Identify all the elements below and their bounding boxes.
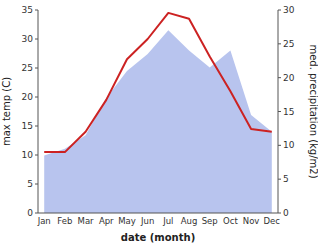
y2-tick-label: 10: [283, 140, 295, 150]
x-tick-label: Oct: [223, 216, 238, 226]
y-tick: [35, 126, 38, 127]
x-tick-label: May: [118, 216, 136, 226]
left-axis-line: [38, 10, 39, 213]
x-tick-label: Feb: [57, 216, 72, 226]
y-tick: [35, 184, 38, 185]
x-tick-label: Dec: [264, 216, 281, 226]
y-tick: [35, 155, 38, 156]
y-tick-label: 0: [27, 208, 33, 218]
x-tick-label: Sep: [202, 216, 218, 226]
y2-tick: [278, 213, 281, 214]
y-tick: [35, 39, 38, 40]
precip-area: [44, 30, 272, 213]
y-tick-label: 15: [22, 121, 33, 131]
y2-tick-label: 25: [283, 39, 294, 49]
temp-line: [44, 13, 272, 152]
y-tick-label: 30: [22, 34, 34, 44]
x-tick-label: Aug: [181, 216, 198, 226]
y-tick-label: 25: [22, 63, 33, 73]
x-axis-line: [38, 213, 278, 214]
y2-tick: [278, 10, 281, 11]
y2-tick: [278, 77, 281, 78]
y-tick-label: 5: [27, 179, 33, 189]
y2-tick-label: 15: [283, 107, 294, 117]
x-tick-label: Jul: [162, 216, 173, 226]
chart: 0 5 10 15 20 25 30 35 0 5 10 15 20 25 30 Jan Feb Mar Apr Ma…: [0, 0, 318, 247]
y-tick: [35, 68, 38, 69]
y-tick-label: 35: [22, 5, 33, 15]
x-tick-label: Mar: [78, 216, 95, 226]
y2-tick-label: 5: [283, 174, 289, 184]
y2-tick-label: 20: [283, 73, 295, 83]
y-tick: [35, 213, 38, 214]
x-tick-label: Jan: [37, 216, 51, 226]
x-tick-label: Apr: [99, 216, 114, 226]
y-tick: [35, 10, 38, 11]
y2-tick: [278, 111, 281, 112]
x-tick-label: Jun: [140, 216, 154, 226]
y2-axis-label: med. precipitation (kg/m2): [308, 44, 318, 178]
y2-tick: [278, 145, 281, 146]
y2-tick: [278, 179, 281, 180]
y-axis-label: max temp (C): [1, 77, 12, 146]
x-axis-label: date (month): [121, 232, 195, 243]
y2-tick: [278, 43, 281, 44]
y-tick-label: 20: [22, 92, 34, 102]
y2-tick-label: 30: [283, 5, 295, 15]
x-tick-label: Nov: [243, 216, 260, 226]
plot-area: [44, 13, 272, 213]
axes: 0 5 10 15 20 25 30 35 0 5 10 15 20 25 30 Jan Feb Mar Apr Ma…: [22, 5, 295, 226]
y-tick-label: 10: [22, 150, 34, 160]
y2-tick-label: 0: [283, 208, 289, 218]
y-tick: [35, 97, 38, 98]
